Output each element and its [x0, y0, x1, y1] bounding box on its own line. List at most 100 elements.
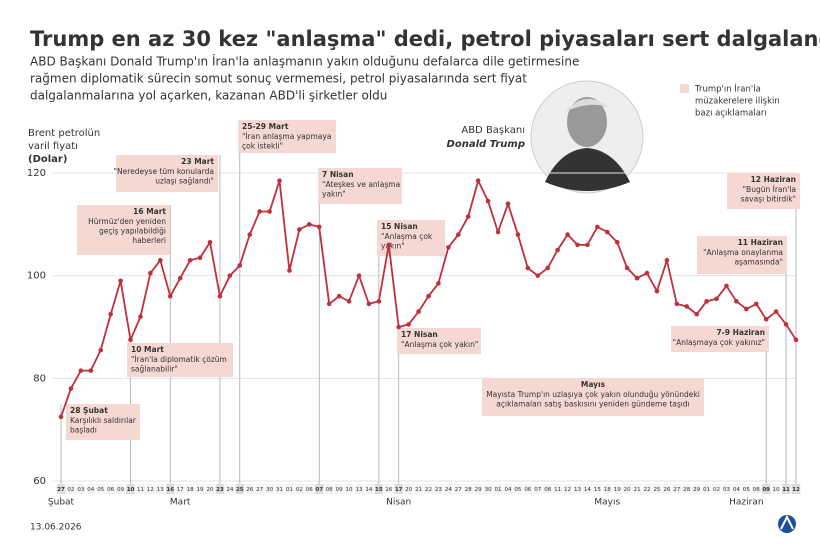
- data-point: [217, 293, 223, 299]
- x-tick-label: 20: [624, 487, 631, 493]
- x-tick-label: 30: [485, 487, 492, 493]
- annotation-text: "Anlaşmaya çok yakınız": [673, 338, 765, 347]
- x-tick-label: 19: [614, 487, 621, 493]
- x-tick-box: [56, 484, 66, 494]
- data-point: [386, 242, 392, 248]
- data-point: [624, 265, 630, 271]
- annotation-box: [238, 120, 336, 153]
- data-point: [515, 232, 521, 237]
- x-tick-label: 30: [266, 487, 273, 493]
- x-tick-label: 15: [375, 487, 383, 493]
- x-tick-label: 29: [475, 487, 482, 493]
- annotation-text: Mayısta Trump'ın uzlaşıya çok yakın olun…: [486, 390, 700, 399]
- x-tick-label: 27: [57, 487, 65, 493]
- x-tick-box: [305, 484, 314, 494]
- x-tick-label: 12: [792, 487, 800, 493]
- data-point: [545, 265, 550, 271]
- data-point: [595, 224, 600, 230]
- data-point: [674, 301, 680, 307]
- x-tick-box: [573, 484, 582, 494]
- annotation-date: 28 Şubat: [70, 406, 108, 415]
- y-tick-label: 60: [33, 476, 46, 487]
- data-point: [406, 322, 411, 327]
- annotation-text: açıklamaları satış baskısını yeniden gün…: [496, 400, 689, 409]
- x-tick-box: [444, 484, 453, 494]
- data-point: [138, 314, 143, 320]
- x-tick-label: 04: [87, 487, 94, 493]
- annotation-date: 11 Haziran: [738, 238, 783, 247]
- data-point: [356, 273, 362, 278]
- annotation-date: 7-9 Haziran: [716, 328, 765, 337]
- annotation-box: [127, 343, 233, 377]
- data-point: [634, 275, 640, 281]
- data-point: [694, 311, 699, 317]
- data-point: [396, 324, 402, 330]
- subtitle: dalgalanmalarına yol açarken, kazanan AB…: [30, 89, 387, 103]
- title: Trump en az 30 kez "anlaşma" dedi, petro…: [30, 27, 820, 51]
- x-tick-box: [185, 484, 195, 494]
- x-tick-label: 29: [693, 487, 700, 493]
- x-tick-label: 06: [524, 487, 531, 493]
- data-point: [535, 273, 541, 278]
- annotation-text: Hürmüz'den yeniden: [88, 217, 166, 226]
- x-tick-label: 09: [336, 487, 343, 493]
- x-tick-label: 07: [315, 487, 323, 493]
- annotation-text: uzlaşı sağlandı": [155, 177, 214, 186]
- x-tick-label: 23: [216, 487, 224, 493]
- x-tick-label: 03: [77, 487, 84, 493]
- data-point: [68, 386, 74, 391]
- x-tick-box: [543, 484, 552, 494]
- x-tick-label: 28: [465, 487, 472, 493]
- x-tick-box: [374, 484, 384, 494]
- x-tick-box: [86, 484, 96, 494]
- x-tick-label: 27: [455, 487, 462, 493]
- annotation-text: "Neredeyse tüm konularda: [114, 167, 214, 176]
- x-tick-box: [314, 484, 324, 494]
- portrait: [530, 80, 644, 194]
- x-tick-box: [493, 484, 503, 494]
- x-tick-box: [463, 484, 473, 494]
- data-point: [644, 270, 650, 276]
- x-tick-box: [285, 484, 294, 494]
- month-label: Mart: [170, 498, 191, 508]
- x-tick-label: 14: [584, 487, 591, 493]
- annotation-box: [697, 236, 787, 274]
- x-tick-label: 23: [435, 487, 442, 493]
- data-point: [753, 301, 759, 307]
- x-tick-label: 05: [743, 487, 750, 493]
- x-tick-label: 26: [246, 487, 253, 493]
- x-tick-label: 27: [673, 487, 680, 493]
- x-tick-box: [732, 484, 741, 494]
- x-tick-box: [175, 484, 185, 494]
- x-tick-label: 11: [782, 487, 790, 493]
- x-tick-box: [483, 484, 493, 494]
- x-tick-label: 11: [554, 487, 561, 493]
- x-tick-label: 18: [604, 487, 611, 493]
- x-tick-box: [781, 484, 791, 494]
- data-point: [287, 268, 292, 273]
- data-point: [88, 368, 94, 373]
- x-tick-label: 25: [653, 487, 660, 493]
- data-point: [128, 337, 133, 343]
- x-tick-label: 01: [286, 487, 293, 493]
- month-label: Şubat: [48, 498, 75, 508]
- x-tick-box: [76, 484, 86, 494]
- data-point: [485, 198, 491, 204]
- annotation-date: 23 Mart: [181, 157, 214, 166]
- x-tick-box: [66, 484, 76, 494]
- annotation-text: çok istekli": [242, 142, 283, 151]
- x-tick-label: 02: [296, 487, 303, 493]
- x-tick-label: 11: [137, 487, 144, 493]
- annotation-date: 10 Mart: [131, 345, 164, 354]
- data-point: [346, 299, 352, 304]
- legend-label: müzakerelere ilişkin: [695, 97, 780, 107]
- y-tick-label: 120: [27, 168, 46, 179]
- month-label: Nisan: [386, 498, 411, 508]
- x-tick-label: 13: [355, 487, 362, 493]
- x-tick-label: 01: [495, 487, 502, 493]
- data-point: [257, 209, 262, 214]
- annotation-date: 15 Nisan: [381, 222, 418, 231]
